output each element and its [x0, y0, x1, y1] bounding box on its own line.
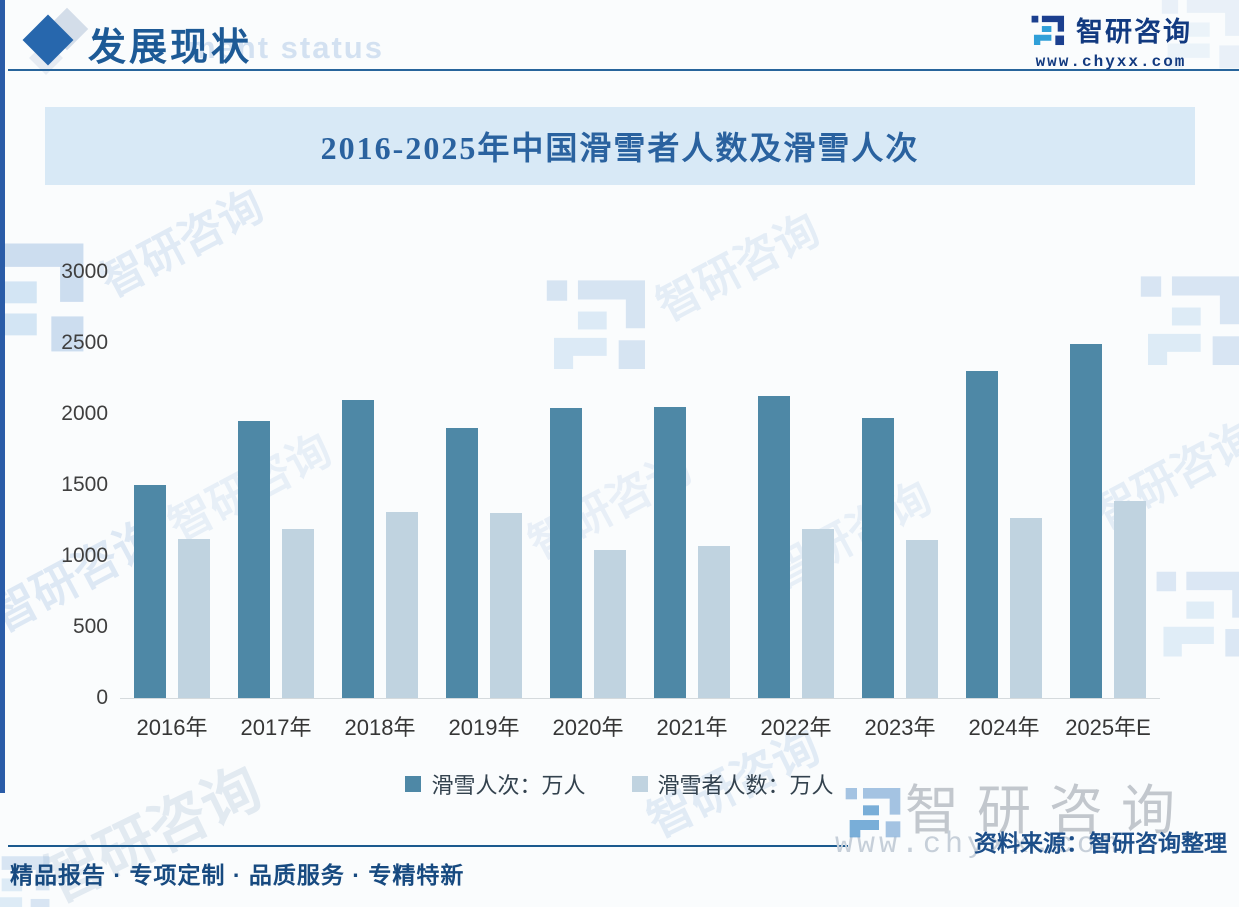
legend-swatch-visits [405, 776, 422, 792]
footer-divider [8, 845, 848, 847]
bar-ski-visits [1070, 344, 1102, 698]
chart-title: 2016-2025年中国滑雪者人数及滑雪人次 [320, 130, 920, 166]
y-tick-label: 500 [72, 615, 108, 638]
y-tick-label: 2000 [61, 402, 108, 425]
chart-legend: 滑雪人次：万人 滑雪者人数：万人 [0, 768, 1239, 800]
bar-skier-count [906, 540, 938, 698]
header-watermark-text: ment status [188, 30, 384, 65]
x-tick-label: 2022年 [760, 715, 832, 740]
bar-ski-visits [758, 396, 790, 698]
footer-tagline: 精品报告 · 专项定制 · 品质服务 · 专精特新 [10, 862, 465, 888]
bar-skier-count [490, 513, 522, 698]
x-tick-label: 2016年 [136, 715, 208, 740]
bar-ski-visits [342, 400, 374, 698]
bar-skier-count [1114, 501, 1146, 698]
footer-brand-watermark: 智研咨询 [905, 781, 1193, 841]
legend-label-visits: 滑雪人次：万人 [431, 773, 586, 798]
bar-group [1056, 272, 1160, 698]
legend-item-visits: 滑雪人次：万人 [405, 768, 586, 800]
brand-name: 智研咨询 [1076, 17, 1192, 47]
y-axis: 3000 2500 2000 1500 1000 500 0 [40, 0, 108, 907]
legend-label-skiers: 滑雪者人数：万人 [657, 773, 834, 798]
bar-group [120, 272, 224, 698]
footer-brand-url-watermark: www.chyxx.com [835, 828, 1122, 862]
y-tick-label: 0 [96, 686, 108, 709]
bar-ski-visits [134, 485, 166, 698]
y-tick-label: 1500 [61, 473, 108, 496]
header-divider [8, 69, 1239, 71]
bar-ski-visits [966, 371, 998, 698]
x-tick-label: 2021年 [656, 715, 728, 740]
x-tick-label: 2025年E [1065, 715, 1151, 740]
bar-group [952, 272, 1056, 698]
bar-skier-count [698, 546, 730, 698]
bar-skier-count [1010, 518, 1042, 698]
bar-skier-count [386, 512, 418, 698]
x-tick-label: 2017年 [240, 715, 312, 740]
x-tick-label: 2018年 [344, 715, 416, 740]
x-tick-label: 2023年 [864, 715, 936, 740]
brand-logo-icon [1030, 11, 1068, 49]
x-tick-label: 2019年 [448, 715, 520, 740]
bar-skier-count [178, 539, 210, 698]
bar-ski-visits [654, 407, 686, 698]
watermark-logo-icon [1152, 558, 1239, 668]
x-axis: 2016年 2017年 2018年 2019年 2020年 2021年 2022年 2023年… [120, 710, 1160, 742]
bar-group [640, 272, 744, 698]
legend-item-skiers: 滑雪者人数：万人 [631, 768, 834, 800]
bar-group [432, 272, 536, 698]
bar-skier-count [282, 529, 314, 698]
bar-group [536, 272, 640, 698]
bar-skier-count [594, 550, 626, 698]
x-tick-label: 2020年 [552, 715, 624, 740]
bar-ski-visits [446, 428, 478, 698]
bar-ski-visits [550, 408, 582, 698]
bar-ski-visits [238, 421, 270, 698]
bar-group [328, 272, 432, 698]
page-left-accent-bar [0, 0, 5, 793]
y-tick-label: 3000 [61, 260, 108, 283]
bar-group [744, 272, 848, 698]
footer-brand-logo-icon [843, 780, 907, 844]
bar-group [224, 272, 328, 698]
bar-skier-count [802, 529, 834, 698]
page-title: 发展现状 [88, 27, 253, 69]
bar-chart-plot [120, 272, 1160, 699]
brand-url: www.chyxx.com [1035, 53, 1187, 71]
y-tick-label: 1000 [61, 544, 108, 567]
chart-title-bar: 2016-2025年中国滑雪者人数及滑雪人次 [45, 107, 1195, 185]
bar-group [848, 272, 952, 698]
legend-swatch-skiers [631, 776, 648, 792]
brand-block: 智研咨询 www.chyxx.com [1011, 10, 1211, 71]
data-source: 资料来源：智研咨询整理 [974, 830, 1227, 856]
y-tick-label: 2500 [61, 331, 108, 354]
bar-ski-visits [862, 418, 894, 698]
x-tick-label: 2024年 [968, 715, 1040, 740]
